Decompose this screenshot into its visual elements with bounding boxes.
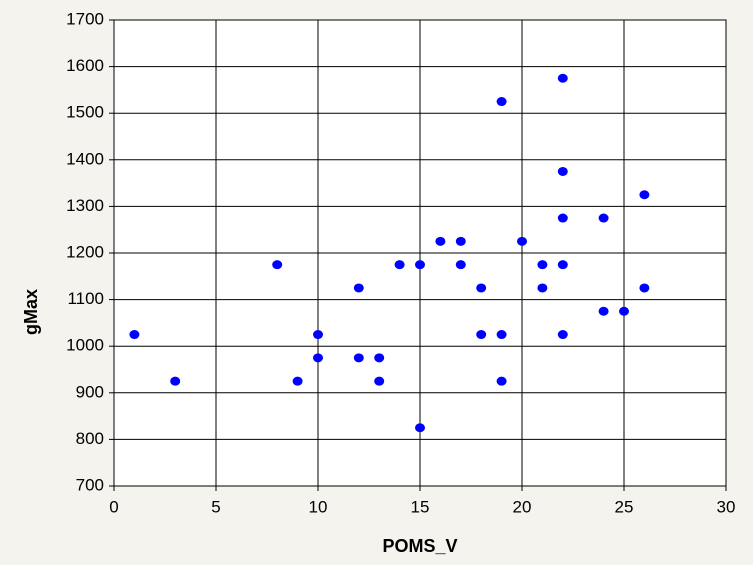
point	[517, 236, 527, 246]
y-tick-label: 1100	[67, 289, 104, 308]
x-tick-label: 20	[513, 497, 532, 516]
x-tick-label: 0	[109, 497, 118, 516]
x-tick-label: 5	[211, 497, 220, 516]
point	[557, 166, 568, 176]
y-tick-label: 700	[76, 475, 104, 494]
point	[557, 330, 568, 340]
point	[598, 306, 609, 316]
x-tick-label: 25	[615, 497, 634, 516]
point	[415, 260, 425, 270]
point	[374, 353, 385, 363]
y-tick-label: 1400	[66, 149, 104, 168]
x-tick-label: 30	[717, 497, 736, 516]
y-tick-label: 1500	[66, 103, 104, 122]
point	[598, 213, 609, 223]
point	[496, 97, 507, 107]
x-axis-title: POMS_V	[382, 536, 457, 556]
point	[129, 330, 140, 340]
y-tick-label: 1600	[66, 56, 104, 75]
point	[476, 330, 487, 340]
point	[313, 330, 323, 340]
point	[455, 260, 466, 270]
x-tick-label: 15	[411, 497, 430, 516]
y-tick-label: 1700	[66, 9, 104, 28]
point	[353, 353, 364, 363]
y-tick-label: 1200	[66, 242, 104, 261]
point	[374, 376, 385, 386]
point	[292, 376, 303, 386]
point	[557, 260, 568, 270]
y-tick-label: 1300	[66, 196, 104, 215]
point	[537, 260, 548, 270]
x-tick-label: 10	[309, 497, 328, 516]
point	[557, 73, 568, 83]
point	[496, 376, 507, 386]
point	[272, 260, 283, 270]
y-tick-label: 900	[76, 382, 104, 401]
point	[639, 190, 650, 200]
point	[415, 423, 425, 433]
point	[639, 283, 650, 293]
point	[557, 213, 568, 223]
point	[313, 353, 323, 363]
point	[353, 283, 364, 293]
point	[394, 260, 405, 270]
point	[476, 283, 487, 293]
y-tick-label: 1000	[66, 336, 104, 355]
point	[170, 376, 181, 386]
point	[537, 283, 548, 293]
y-axis-title: gMax	[21, 289, 41, 335]
point	[435, 236, 446, 246]
y-tick-label: 800	[76, 429, 104, 448]
point	[496, 330, 507, 340]
point	[619, 306, 629, 316]
point	[455, 236, 466, 246]
